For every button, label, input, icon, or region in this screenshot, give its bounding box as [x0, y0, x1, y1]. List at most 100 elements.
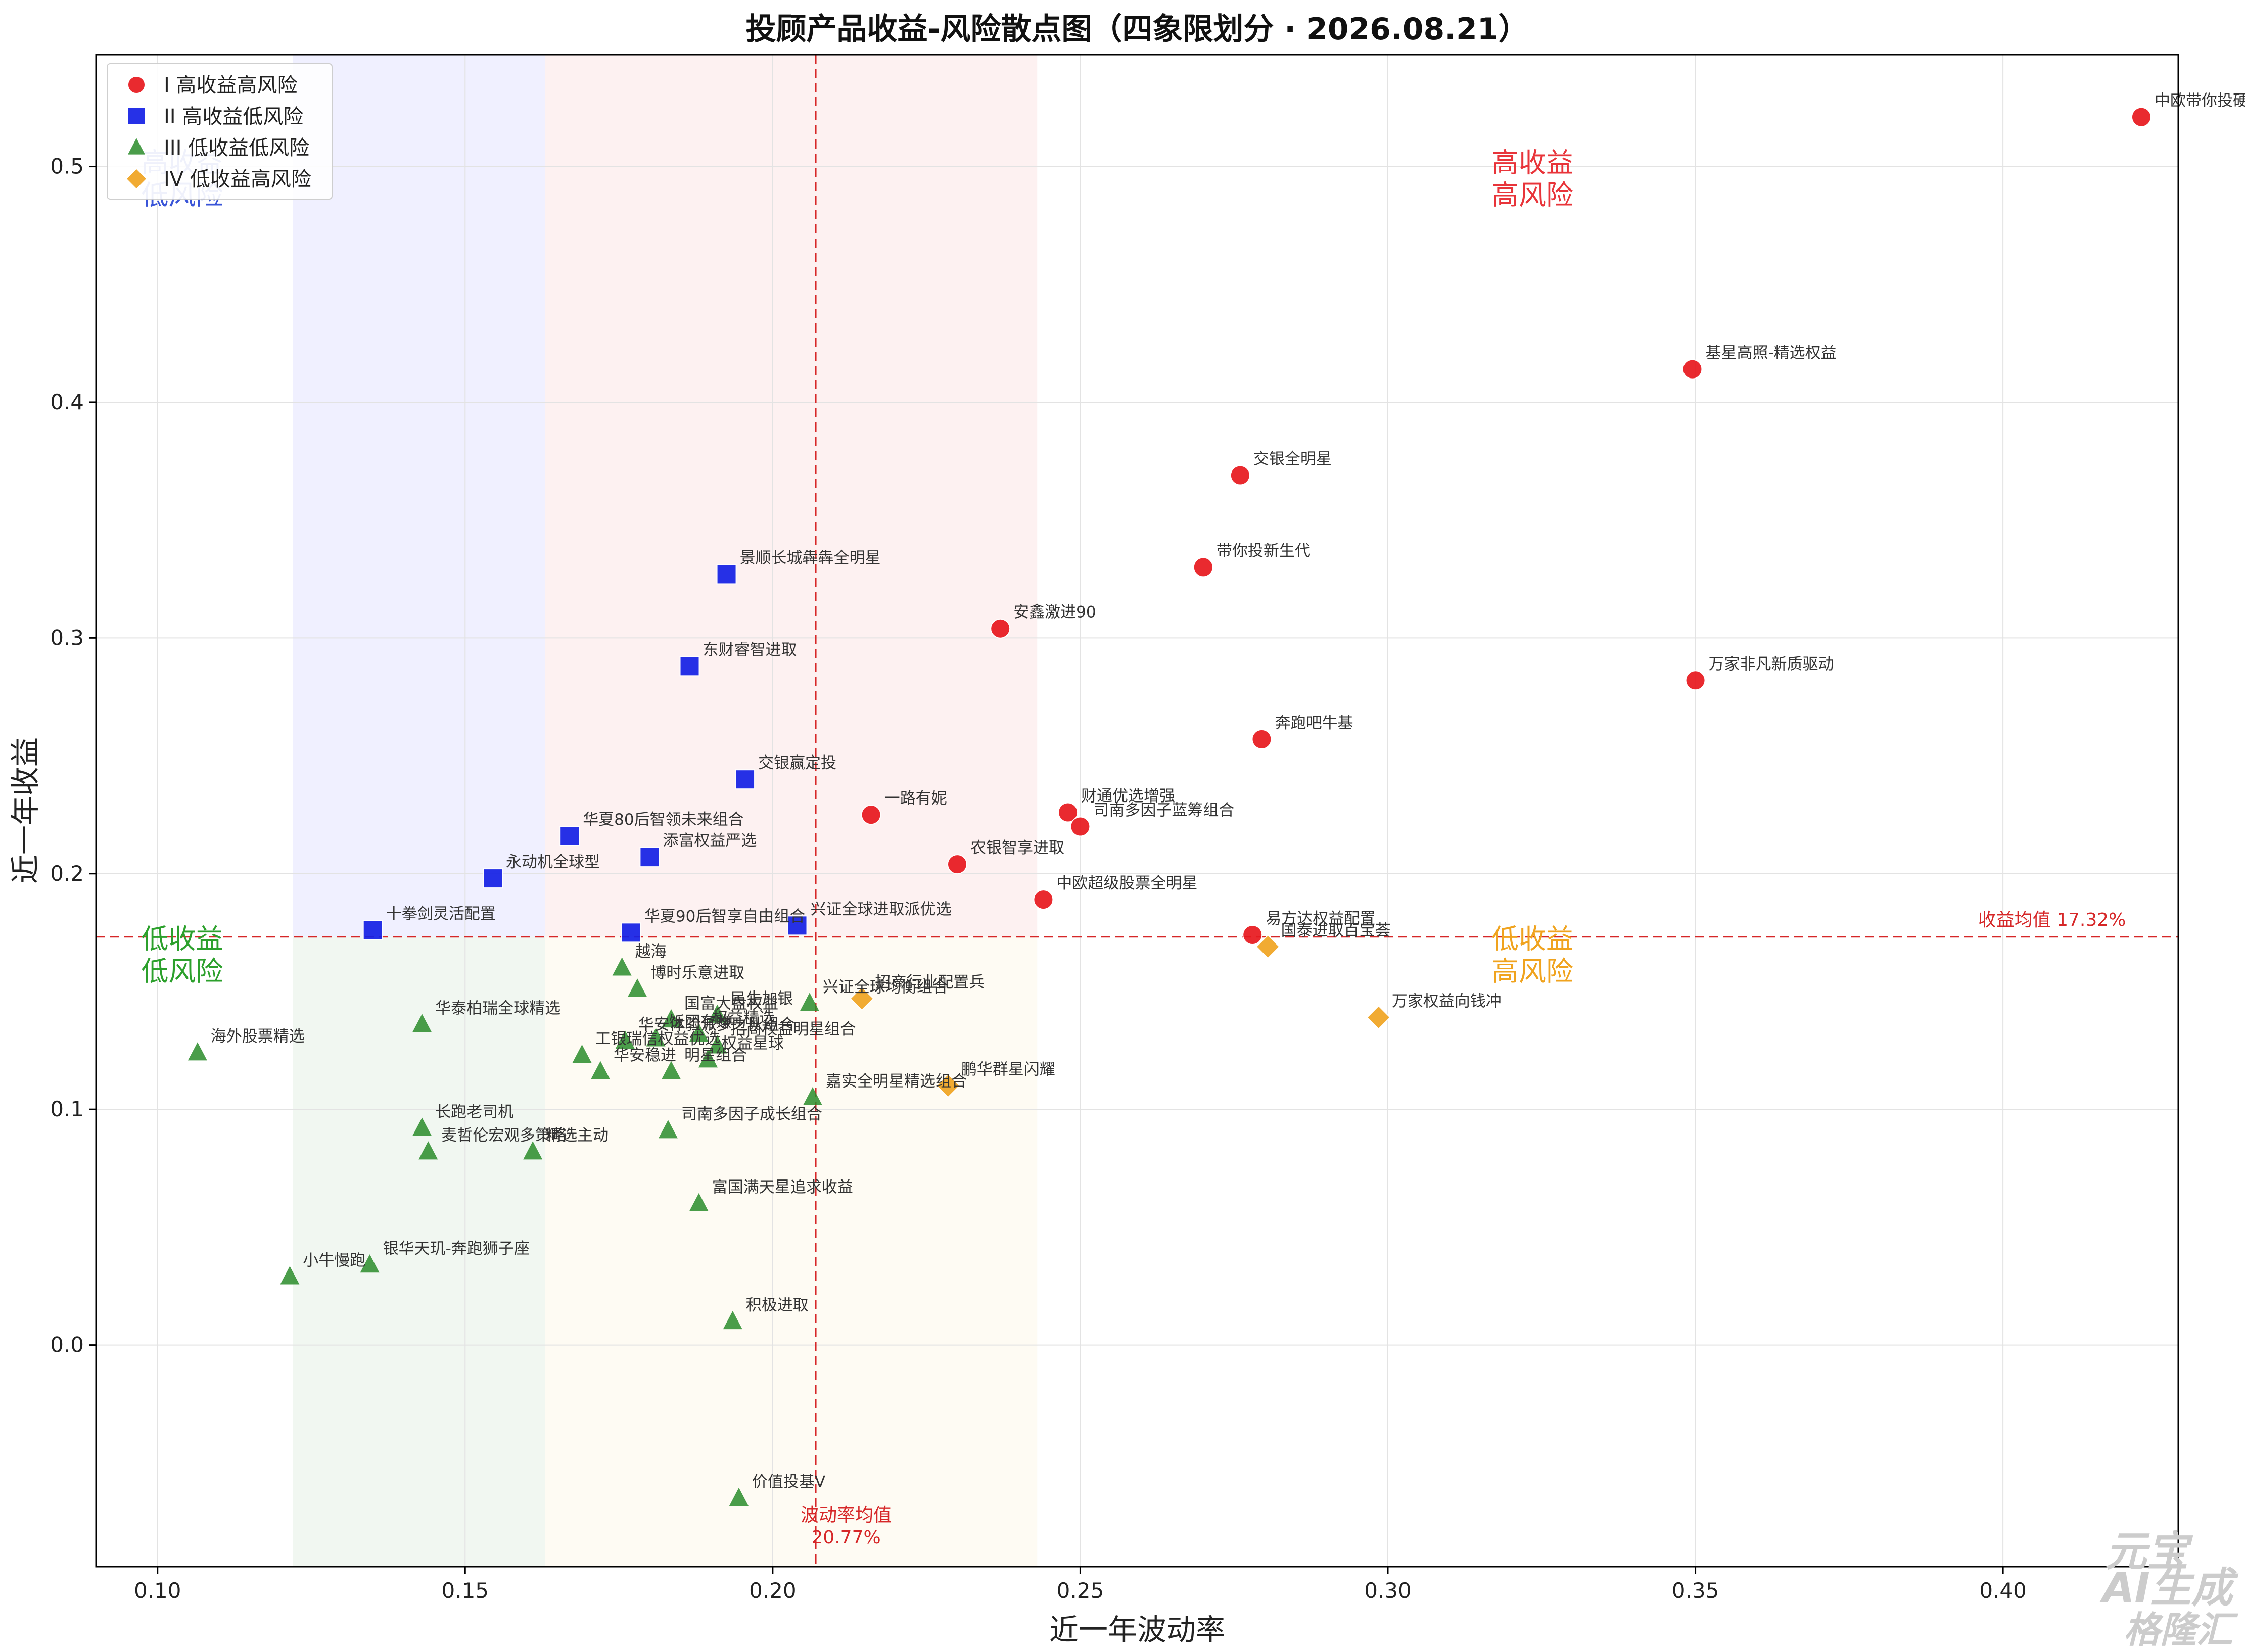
data-point	[1070, 816, 1091, 837]
mean-return-label: 收益均值 17.32%	[1978, 910, 2126, 930]
x-tick-label: 0.20	[749, 1578, 797, 1603]
data-point	[639, 847, 660, 868]
data-point	[591, 1061, 611, 1079]
data-point-label: 嘉实全明星精选组合	[826, 1072, 967, 1091]
data-point-label: 招商权益明星组合	[730, 1020, 856, 1039]
data-point	[716, 564, 737, 585]
data-point-label: 饭团有赚	[669, 1013, 732, 1031]
data-point-label: 永动机全球型	[506, 853, 600, 871]
data-point-label: 基星高照-精选权益	[1705, 344, 1836, 362]
chart-title: 投顾产品收益-风险散点图（四象限划分 · 2026.08.21）	[745, 12, 1528, 47]
data-point-label: 鹏华群星闪耀	[961, 1061, 1055, 1079]
data-point-label: 博时乐意进取	[650, 964, 744, 982]
quadrant-label: 低收益	[1491, 923, 1573, 955]
data-point	[628, 978, 647, 997]
data-point-label: 民生加银	[730, 990, 793, 1008]
data-point	[1230, 465, 1250, 486]
data-point-label: 国富大盘权益	[684, 995, 778, 1013]
data-point	[990, 618, 1011, 639]
watermark-text: 元宝	[2106, 1528, 2193, 1576]
legend-label: I 高收益高风险	[164, 74, 298, 97]
data-point-label: 奔跑吧牛基	[1275, 714, 1353, 732]
data-point	[1682, 359, 1703, 380]
legend-label: II 高收益低风险	[164, 105, 303, 128]
data-point	[787, 915, 808, 936]
y-tick-label: 0.5	[50, 154, 84, 179]
grid-lines	[96, 55, 2178, 1567]
data-point-label: 精选主动	[546, 1126, 609, 1145]
y-tick-label: 0.1	[50, 1097, 84, 1121]
data-point-label: 华夏80后智领未来组合	[583, 811, 743, 829]
data-point	[1685, 670, 1706, 691]
data-point-label: 小牛慢跑	[303, 1251, 365, 1269]
data-point	[615, 1030, 635, 1049]
data-point	[936, 1073, 960, 1098]
data-point	[679, 656, 700, 677]
watermark-text: AI生成	[2099, 1564, 2239, 1612]
data-point	[1251, 729, 1272, 749]
legend-label: III 低收益低风险	[164, 136, 309, 160]
data-point-label: 华泰柏瑞全球精选	[435, 999, 560, 1017]
data-point	[1242, 925, 1263, 946]
data-point-label: 农银智享进取	[970, 839, 1064, 857]
x-tick-label: 0.40	[1979, 1578, 2027, 1603]
data-point-label: 安鑫激进90	[1013, 603, 1096, 622]
mean-volatility-label: 波动率均值	[801, 1505, 892, 1526]
data-point	[662, 1061, 681, 1079]
data-point-label: 麦哲伦宏观多策略	[441, 1126, 567, 1145]
data-point-label: 万家非凡新质驱动	[1709, 655, 1834, 673]
data-point	[729, 1487, 749, 1506]
watermark-text: 格隆汇	[2124, 1609, 2238, 1651]
data-point	[800, 993, 819, 1011]
data-point	[698, 1049, 718, 1068]
shaded-band-2	[293, 936, 545, 1567]
data-point	[188, 1042, 207, 1061]
data-point	[572, 1044, 592, 1063]
quadrant-label: 低风险	[141, 956, 223, 987]
data-point	[723, 1311, 742, 1330]
x-tick-label: 0.25	[1057, 1578, 1104, 1603]
data-point-label: 华夏90后智享自由组合	[644, 907, 805, 925]
data-point	[412, 1117, 432, 1136]
shaded-band-1	[545, 55, 1038, 937]
data-point	[1255, 934, 1280, 959]
data-point	[1193, 557, 1213, 578]
legend-marker	[127, 76, 146, 94]
data-point	[418, 1141, 438, 1160]
data-point-label: 银华天玑-奔跑狮子座	[383, 1240, 530, 1258]
data-points	[188, 107, 2152, 1506]
axis-ticks: 0.10 0.15 0.20 0.25 0.30 0.35 0.40 0.0 0.1 0.2 0.3…	[50, 154, 2027, 1603]
shaded-band-0	[293, 55, 545, 937]
plot-frame	[95, 54, 2179, 1568]
data-point-label: 海外股票精选	[211, 1027, 305, 1046]
data-point-label: 工银瑞信权益优选	[595, 1030, 721, 1048]
quadrant-label: 高风险	[1491, 179, 1573, 211]
data-point-label: 带你投新生代	[1217, 542, 1311, 560]
data-point-label: 华安稳进	[614, 1047, 676, 1065]
data-point-label: 长跑老司机	[435, 1103, 513, 1121]
legend-marker	[128, 138, 145, 155]
data-point-label: 司南多因子成长组合	[681, 1105, 822, 1123]
data-point-label: 华安体验派梦之队组合	[638, 1016, 795, 1034]
data-point-label: 十拳剑灵活配置	[386, 905, 496, 923]
data-point-label: 权益星球	[721, 1034, 784, 1053]
data-point	[362, 920, 383, 940]
data-point	[559, 826, 580, 846]
data-point	[947, 854, 967, 875]
data-point	[735, 769, 756, 790]
data-point	[708, 1004, 727, 1023]
data-point-label: 富国满天星追求收益	[712, 1178, 853, 1197]
quadrant-label: 高收益	[1491, 147, 1573, 179]
data-point-label: 添富权益严选	[663, 832, 757, 850]
quadrant-label: 高风险	[1491, 956, 1573, 987]
x-tick-label: 0.30	[1364, 1578, 1412, 1603]
data-point	[646, 1028, 666, 1047]
y-tick-label: 0.2	[50, 861, 84, 886]
legend-label: IV 低收益高风险	[164, 168, 311, 191]
data-point-label: 价值投基V	[752, 1473, 825, 1491]
x-tick-label: 0.15	[442, 1578, 489, 1603]
data-point	[658, 1120, 678, 1139]
